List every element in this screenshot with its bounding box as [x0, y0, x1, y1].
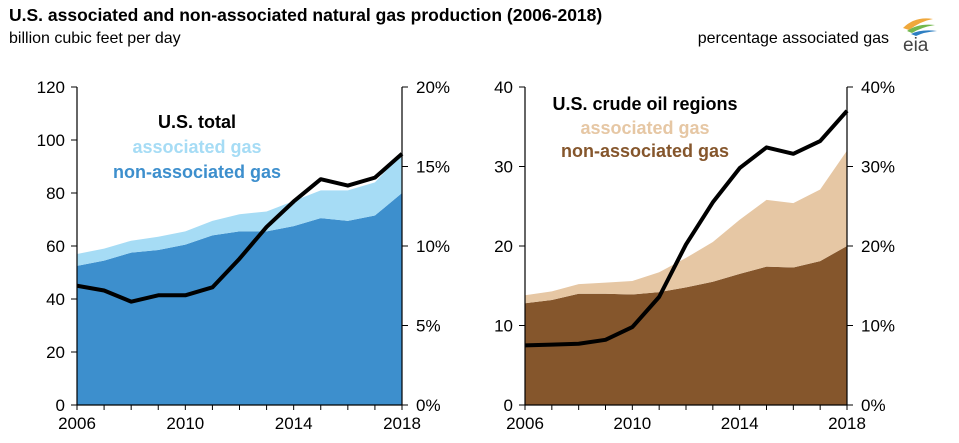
left-axis-tick-label: 120 [37, 78, 65, 97]
right-axis-tick-label: 20% [861, 237, 895, 256]
left-axis-tick-label: 0 [56, 396, 65, 415]
panel-us-total: 0 20 40 60 80 100 120 0% 5% 10% 15% 20% 2006 2010 2014… [37, 78, 450, 433]
right-axis-tick-label: 20% [416, 78, 450, 97]
area-associated-gas [525, 150, 847, 304]
x-axis-tick-label: 2018 [383, 414, 421, 433]
right-axis-tick-label: 5% [416, 317, 441, 336]
logo-text: eia [903, 35, 929, 54]
right-axis-tick-label: 40% [861, 78, 895, 97]
chart-title: U.S. associated and non-associated natur… [9, 5, 603, 25]
legend-non-associated-gas: non-associated gas [561, 141, 729, 161]
legend-associated-gas: associated gas [132, 137, 261, 157]
area-non-associated-gas [77, 193, 402, 405]
right-axis-tick-label: 30% [861, 158, 895, 177]
right-axis-tick-label: 10% [416, 237, 450, 256]
legend-title: U.S. crude oil regions [552, 94, 737, 114]
associated-percentage-line [524, 109, 849, 348]
x-axis-tick-label: 2014 [721, 414, 759, 433]
associated-percentage-line [76, 152, 404, 304]
panel-crude-oil-regions: 0 10 20 30 40 0% 10% 20% 30% 40% 2006 2010 2014 2018 U… [494, 78, 895, 433]
logo-leaf-icon [903, 18, 937, 36]
left-axis-tick-label: 30 [494, 158, 513, 177]
right-axis-tick-label: 10% [861, 317, 895, 336]
x-axis-tick-label: 2014 [275, 414, 313, 433]
right-axis-tick-label: 15% [416, 158, 450, 177]
left-axis-tick-label: 80 [46, 184, 65, 203]
right-axis-tick-label: 0% [416, 396, 441, 415]
left-axis-tick-label: 0 [504, 396, 513, 415]
eia-logo: eia [903, 18, 937, 54]
x-axis-tick-label: 2010 [613, 414, 651, 433]
left-axis-tick-label: 40 [494, 78, 513, 97]
right-axis-tick-label: 0% [861, 396, 886, 415]
left-axis-tick-label: 40 [46, 290, 65, 309]
x-axis-tick-label: 2018 [828, 414, 866, 433]
legend-associated-gas: associated gas [580, 118, 709, 138]
legend-non-associated-gas: non-associated gas [113, 162, 281, 182]
legend-title: U.S. total [158, 112, 236, 132]
x-axis-tick-label: 2010 [166, 414, 204, 433]
x-axis-tick-label: 2006 [58, 414, 96, 433]
left-axis-tick-label: 60 [46, 237, 65, 256]
left-axis-tick-label: 20 [494, 237, 513, 256]
right-axis-unit-label: percentage associated gas [697, 30, 889, 47]
left-axis-tick-label: 10 [494, 317, 513, 336]
left-axis-tick-label: 100 [37, 131, 65, 150]
area-non-associated-gas [525, 246, 847, 405]
area-associated-gas [77, 153, 402, 266]
left-axis-unit-label: billion cubic feet per day [9, 30, 181, 47]
left-axis-tick-label: 20 [46, 343, 65, 362]
x-axis-tick-label: 2006 [506, 414, 544, 433]
